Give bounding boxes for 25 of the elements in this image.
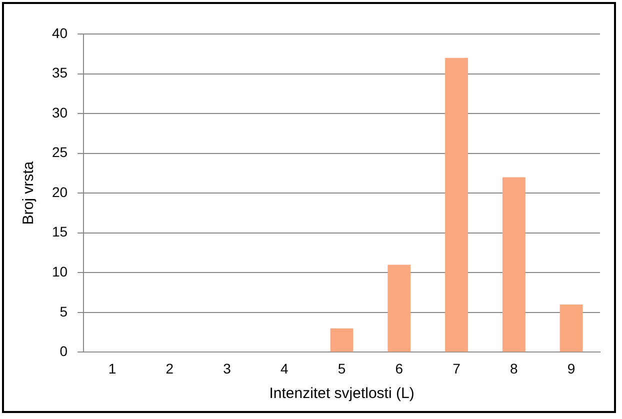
y-tick-label: 40	[52, 24, 68, 41]
x-tick-label: 4	[280, 360, 289, 376]
bar	[445, 58, 468, 352]
x-tick-label: 3	[223, 360, 232, 376]
x-tick-label: 7	[452, 360, 461, 376]
bar	[388, 264, 411, 352]
y-tick-label: 15	[52, 224, 68, 240]
x-axis-title: Intenzitet svjetlosti (L)	[269, 385, 414, 402]
bar	[502, 177, 526, 352]
x-tick-label: 6	[395, 360, 404, 376]
y-tick-label: 30	[52, 104, 68, 120]
y-tick-label: 5	[60, 303, 68, 320]
y-axis-title: Broj vrsta	[20, 160, 38, 225]
y-tick-label: 20	[52, 184, 68, 200]
y-tick-label: 25	[52, 144, 68, 160]
x-tick-label: 8	[510, 360, 518, 376]
y-tick-label: 0	[60, 343, 68, 360]
x-tick-label: 9	[567, 360, 576, 376]
x-tick-label: 1	[108, 360, 116, 376]
y-tick-label: 35	[52, 64, 68, 81]
x-tick-label: 5	[338, 360, 346, 376]
bar	[560, 304, 583, 352]
x-tick-label: 2	[166, 360, 174, 376]
y-tick-label: 10	[52, 264, 68, 280]
bar	[330, 328, 354, 352]
